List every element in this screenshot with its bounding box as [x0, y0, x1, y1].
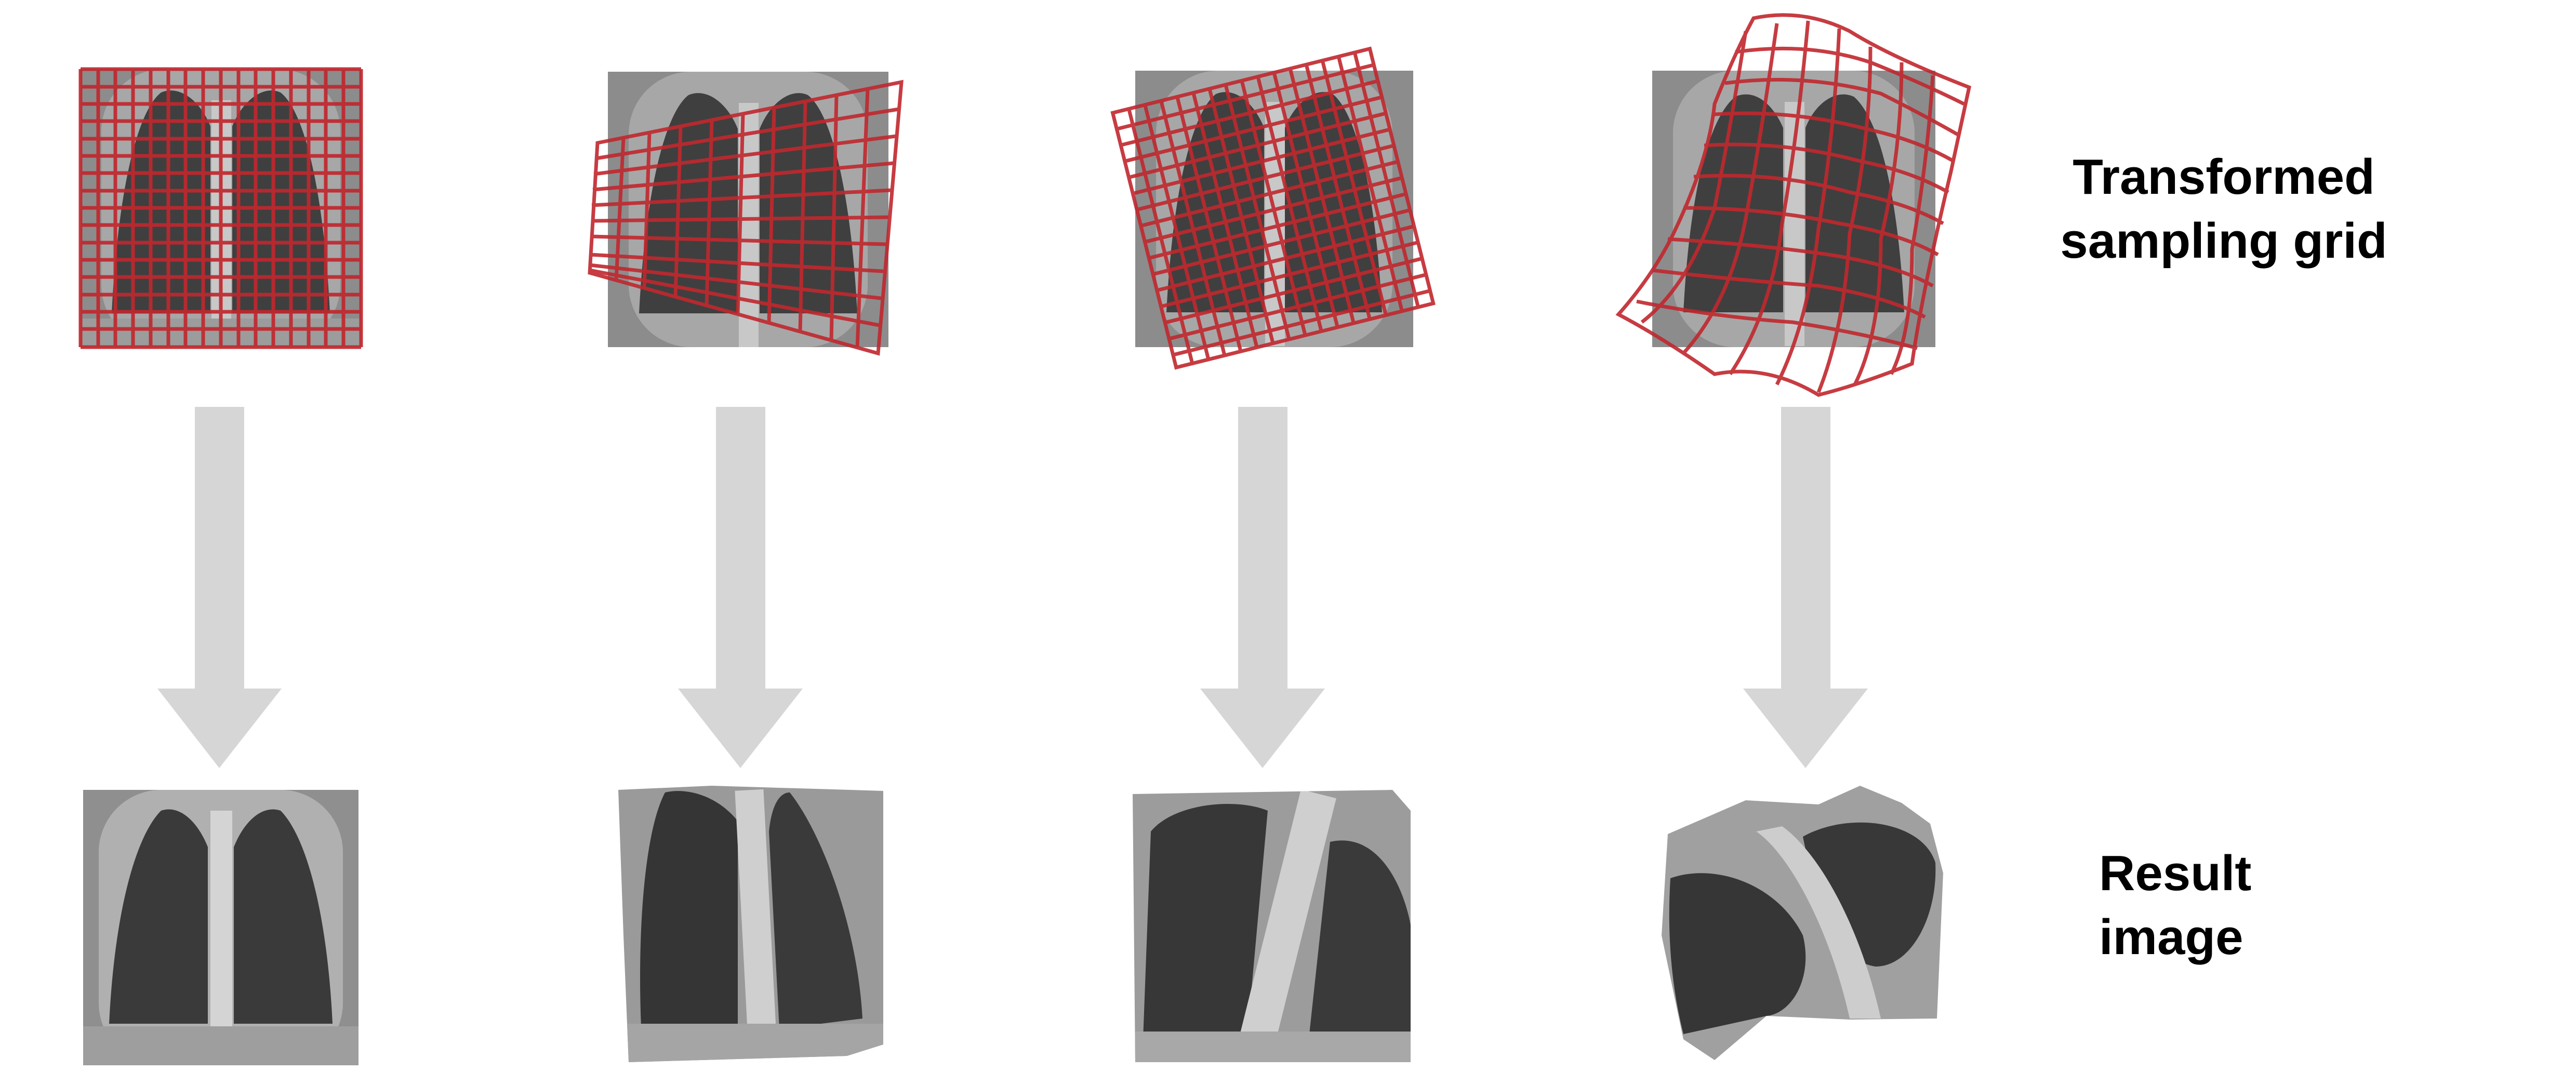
- column-rotation: [1110, 46, 1436, 1062]
- label-result-image: Result image: [2099, 842, 2359, 970]
- label-transformed-sampling-grid: Transformed sampling grid: [2037, 146, 2411, 273]
- flow-arrow-elastic: [1743, 407, 1868, 768]
- column-elastic: [1615, 13, 1972, 1060]
- result-image-elastic: [1662, 786, 1943, 1060]
- sampling-grid-perspective: [588, 80, 904, 356]
- label-bottom-line1: Result: [2099, 845, 2252, 901]
- result-image-identity: [83, 790, 358, 1065]
- label-top-line1: Transformed: [2073, 149, 2375, 205]
- sampling-grid-identity: [78, 67, 363, 349]
- sampling-grid-elastic: [1615, 13, 1972, 397]
- column-identity: [78, 67, 363, 1065]
- result-image-perspective: [618, 786, 883, 1062]
- label-top-line2: sampling grid: [2060, 213, 2387, 269]
- column-perspective: [588, 72, 904, 1062]
- flow-arrow-identity: [157, 407, 282, 768]
- label-bottom-line2: image: [2099, 909, 2243, 965]
- sampling-grid-rotation: [1110, 46, 1436, 370]
- flow-arrow-rotation: [1200, 407, 1325, 768]
- result-image-rotation: [1133, 790, 1411, 1062]
- flow-arrow-perspective: [678, 407, 803, 768]
